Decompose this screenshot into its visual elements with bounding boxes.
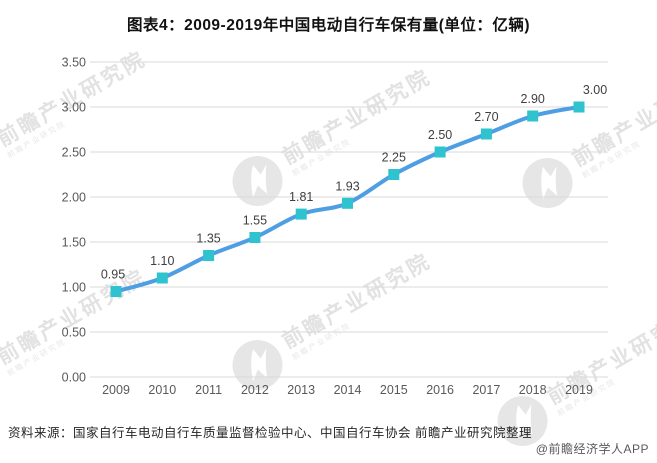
x-tick-label: 2019 — [565, 383, 593, 397]
y-tick-label: 2.50 — [62, 146, 86, 160]
data-point-marker — [295, 208, 307, 220]
y-tick-label: 3.50 — [62, 56, 86, 70]
data-point-marker — [480, 128, 492, 140]
data-label: 0.95 — [101, 268, 125, 282]
y-tick-label: 3.00 — [62, 101, 86, 115]
copyright: @前瞻经济学人APP — [535, 442, 649, 456]
x-tick-label: 2011 — [195, 383, 222, 397]
x-tick-label: 2015 — [380, 383, 408, 397]
data-point-marker — [527, 110, 539, 122]
x-tick-label: 2016 — [426, 383, 454, 397]
line-chart: 0.00 0.50 1.00 1.50 2.00 2.50 3.00 3.50 2009 2010… — [62, 56, 608, 397]
data-label: 3.00 — [583, 83, 607, 97]
data-label: 1.10 — [150, 254, 174, 268]
data-label: 2.50 — [428, 128, 452, 142]
y-tick-label: 1.50 — [62, 236, 86, 250]
y-tick-label: 1.00 — [62, 281, 86, 295]
x-tick-label: 2012 — [241, 383, 269, 397]
y-tick-label: 2.00 — [62, 191, 86, 205]
data-label: 2.25 — [382, 151, 406, 165]
data-label: 1.35 — [196, 232, 220, 246]
x-tick-label: 2009 — [102, 383, 130, 397]
data-point-marker — [203, 250, 215, 261]
data-label: 1.81 — [289, 190, 313, 204]
data-point-marker — [156, 272, 168, 284]
data-point-marker — [388, 169, 400, 180]
data-point-marker — [342, 197, 353, 209]
x-tick-label: 2017 — [472, 383, 500, 397]
x-tick-label: 2014 — [334, 383, 362, 397]
x-tick-label: 2013 — [287, 383, 315, 397]
data-label: 1.55 — [243, 214, 267, 228]
data-point-marker — [434, 146, 446, 158]
data-label: 1.93 — [335, 179, 359, 193]
y-tick-label: 0.00 — [62, 371, 86, 385]
data-point-marker — [110, 286, 122, 297]
x-tick-label: 2010 — [148, 383, 176, 397]
chart-title: 图表4：2009-2019年中国电动自行车保有量(单位：亿辆) — [126, 17, 531, 34]
y-tick-label: 0.50 — [62, 326, 86, 340]
data-label: 2.90 — [521, 92, 545, 106]
data-point-marker — [573, 101, 585, 113]
x-tick-label: 2018 — [519, 383, 547, 397]
data-point-marker — [249, 232, 261, 243]
source-note: 资料来源：国家自行车电动自行车质量监督检验中心、中国自行车协会 前瞻产业研究院整… — [8, 426, 532, 440]
data-label: 2.70 — [474, 110, 498, 124]
